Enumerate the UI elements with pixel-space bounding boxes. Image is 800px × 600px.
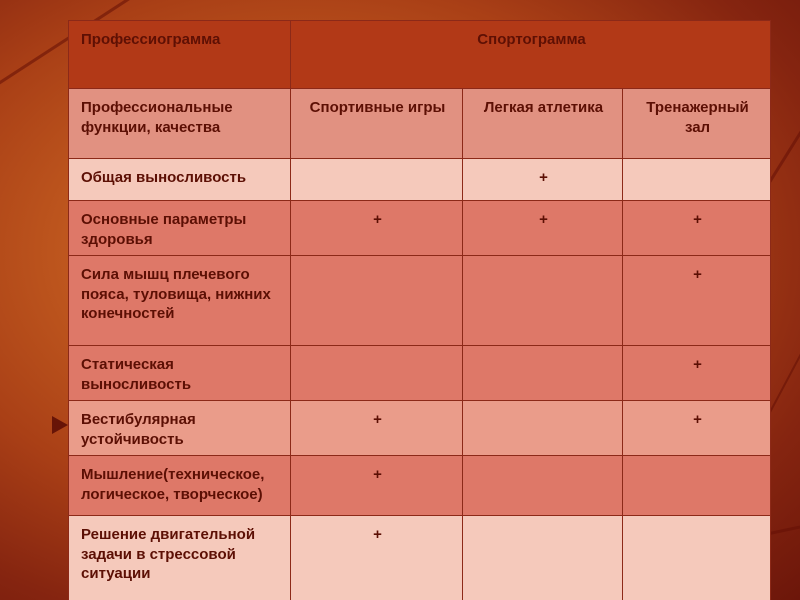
mark-cell [290,345,463,401]
title-professiogram: Профессиограмма [68,20,291,89]
comparison-table-container: Профессиограмма Спортограмма Профессиона… [68,20,772,600]
row-label: Вестибулярная устойчивость [68,400,291,456]
mark-cell [462,345,623,401]
row-label: Основные параметры здоровья [68,200,291,256]
mark-cell: + [621,345,772,401]
mark-cell [290,158,463,201]
row-label: Статическая выносливость [68,345,291,401]
mark-cell: + [290,200,463,256]
table-row: Основные параметры здоровья + + + [68,200,772,256]
mark-cell: + [290,455,463,516]
table-header-row: Профессиональные функции, качества Спорт… [68,88,772,159]
mark-cell: + [621,200,772,256]
row-label: Сила мышц плечевого пояса, туловища, ниж… [68,255,291,346]
title-sportogram: Спортограмма [289,20,772,89]
table-row: Статическая выносливость + [68,345,772,401]
mark-cell [621,455,772,516]
mark-cell: + [621,400,772,456]
mark-cell [462,515,623,600]
column-header-gym: Тренажерный зал [621,88,772,159]
mark-cell [462,400,623,456]
table-row: Сила мышц плечевого пояса, туловища, ниж… [68,255,772,346]
mark-cell: + [290,400,463,456]
column-header-sport-games: Спортивные игры [290,88,463,159]
column-header-athletics: Легкая атлетика [462,88,623,159]
mark-cell: + [290,515,463,600]
mark-cell: + [462,158,623,201]
row-label: Общая выносливость [68,158,291,201]
professiogram-table: Профессиограмма Спортограмма Профессиона… [68,20,772,600]
mark-cell [621,515,772,600]
mark-cell [462,455,623,516]
mark-cell [462,255,623,346]
mark-cell: + [621,255,772,346]
column-header-functions: Профессиональные функции, качества [68,88,291,159]
table-row: Мышление(техническое, логическое, творче… [68,455,772,516]
table-title-row: Профессиограмма Спортограмма [68,20,772,89]
mark-cell [290,255,463,346]
arrow-decoration-icon [52,416,68,434]
mark-cell: + [462,200,623,256]
row-label: Решение двигательной задачи в стрессовой… [68,515,291,600]
mark-cell [621,158,772,201]
table-row: Решение двигательной задачи в стрессовой… [68,515,772,600]
table-row: Общая выносливость + [68,158,772,201]
row-label: Мышление(техническое, логическое, творче… [68,455,291,516]
table-row: Вестибулярная устойчивость + + [68,400,772,456]
